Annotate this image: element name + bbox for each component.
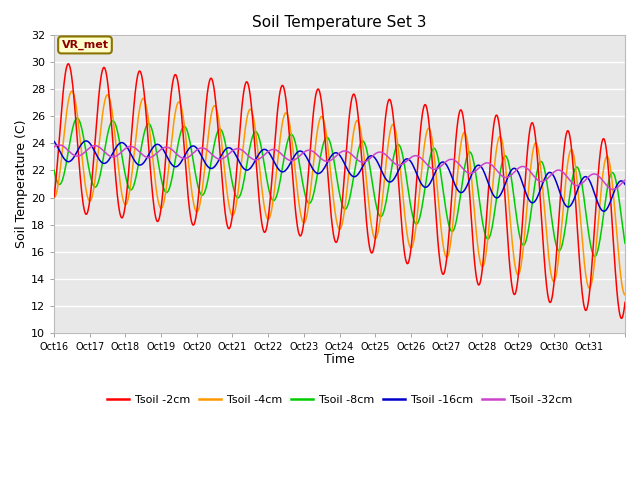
Legend: Tsoil -2cm, Tsoil -4cm, Tsoil -8cm, Tsoil -16cm, Tsoil -32cm: Tsoil -2cm, Tsoil -4cm, Tsoil -8cm, Tsoi… [103, 390, 576, 409]
X-axis label: Time: Time [324, 353, 355, 366]
Y-axis label: Soil Temperature (C): Soil Temperature (C) [15, 120, 28, 248]
Text: VR_met: VR_met [61, 40, 108, 50]
Title: Soil Temperature Set 3: Soil Temperature Set 3 [252, 15, 427, 30]
